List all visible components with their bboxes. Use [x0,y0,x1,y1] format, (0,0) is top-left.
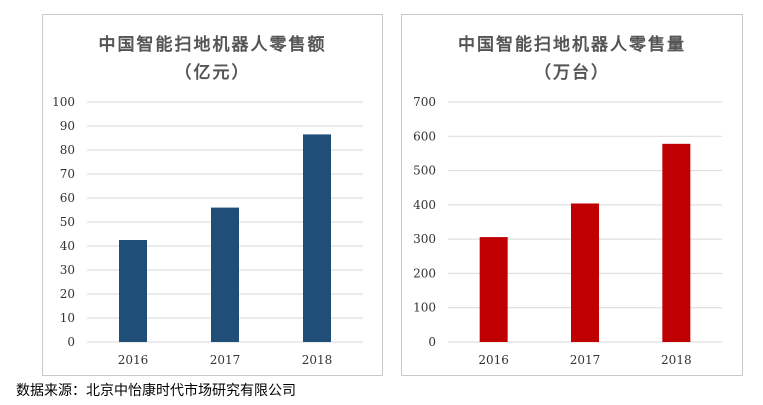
x-tick-label: 2016 [478,353,509,367]
y-tick-label: 600 [413,129,436,143]
bar-2017 [571,203,599,342]
x-tick-label: 2016 [118,353,149,367]
bar-2016 [119,240,147,342]
bar-2018 [662,143,691,342]
retail-volume-chart: 0 100 200 300 400 500 600 700 2016 2017 2018 [413,95,722,367]
chart-title: 中国智能扫地机器人零售量 [458,35,686,55]
y-tick-label: 10 [60,311,75,325]
chart-title: 中国智能扫地机器人零售额 [98,35,327,55]
x-tick-label: 2018 [661,353,692,367]
y-tick-label: 300 [413,232,436,246]
chart-panel-retail-sales: 中国智能扫地机器人零售额 （亿元） 0 10 20 30 40 50 60 70 80 90 100… [42,14,383,376]
y-tick-label: 30 [60,263,75,277]
y-tick-label: 60 [60,191,75,205]
y-tick-label: 200 [413,266,436,280]
chart-title-block: 中国智能扫地机器人零售量 （万台） [402,31,742,87]
y-tick-label: 0 [428,335,436,349]
y-tick-label: 90 [60,119,75,133]
chart-subtitle: （亿元） [174,63,251,83]
y-tick-label: 100 [413,301,436,315]
y-tick-label: 0 [67,335,75,349]
chart-subtitle: （万台） [534,63,610,83]
y-tick-label: 700 [413,95,436,109]
y-tick-label: 400 [413,198,436,212]
bar-2016 [479,237,508,342]
x-tick-label: 2018 [302,353,333,367]
y-tick-label: 40 [60,239,75,253]
bar-2017 [211,207,239,342]
retail-sales-chart: 0 10 20 30 40 50 60 70 80 90 100 2016 2017 2018 [52,95,363,367]
y-tick-label: 20 [60,287,75,301]
x-tick-label: 2017 [210,353,241,367]
y-tick-label: 50 [60,215,75,229]
chart-title-block: 中国智能扫地机器人零售额 （亿元） [43,31,382,87]
data-source-note: 数据来源：北京中怡康时代市场研究有限公司 [16,383,296,399]
y-tick-label: 70 [60,167,75,181]
bar-2018 [303,134,331,342]
y-tick-label: 100 [52,95,75,109]
y-tick-label: 80 [60,143,75,157]
y-tick-label: 500 [413,164,436,178]
x-tick-label: 2017 [570,353,601,367]
chart-panel-retail-volume: 中国智能扫地机器人零售量 （万台） 0 100 200 300 400 500 600 700… [401,14,743,376]
